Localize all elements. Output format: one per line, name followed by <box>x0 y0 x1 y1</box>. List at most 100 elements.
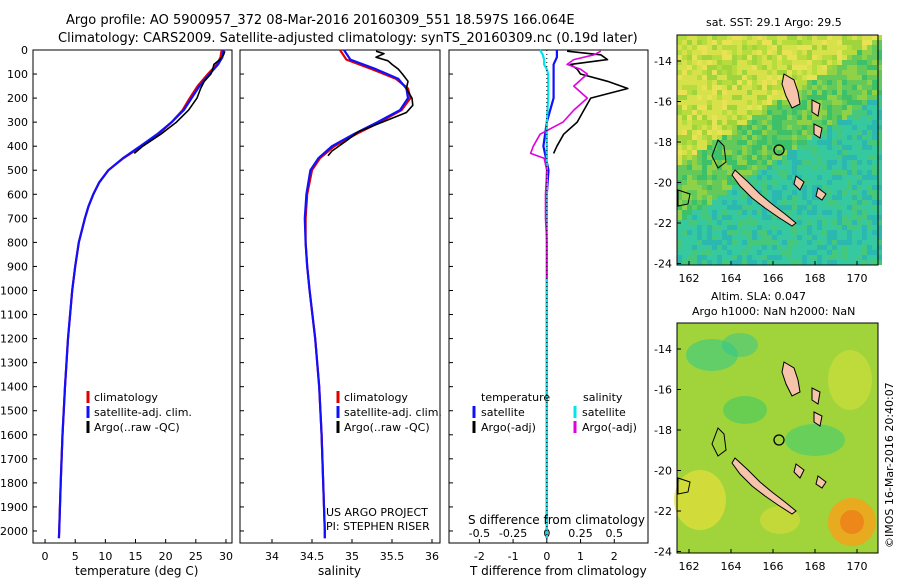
sst-map-cell <box>722 255 727 260</box>
sst-map-cell <box>687 165 692 170</box>
sst-map-cell <box>797 220 802 225</box>
sst-map-cell <box>802 75 807 80</box>
sst-map-cell <box>807 215 812 220</box>
sst-map-cell <box>717 170 722 175</box>
sst-map-cell <box>692 235 697 240</box>
sst-map-cell <box>782 115 787 120</box>
sst-map-cell <box>737 245 742 250</box>
sst-map-cell <box>737 70 742 75</box>
sst-map-cell <box>752 225 757 230</box>
sst-map-cell <box>767 55 772 60</box>
sst-map-cell <box>697 115 702 120</box>
sst-map-cell <box>807 170 812 175</box>
sst-map-cell <box>862 190 867 195</box>
sst-map-cell <box>702 160 707 165</box>
sst-map-cell <box>782 190 787 195</box>
sst-map-cell <box>812 90 817 95</box>
sst-map-cell <box>807 240 812 245</box>
sst-map-cell <box>697 240 702 245</box>
sst-map-cell <box>692 210 697 215</box>
sst-map-cell <box>777 155 782 160</box>
sst-map-cell <box>777 185 782 190</box>
sst-map-cell <box>712 125 717 130</box>
sst-map-cell <box>722 250 727 255</box>
sst-map-cell <box>842 220 847 225</box>
sst-map-cell <box>832 135 837 140</box>
sst-map-cell <box>777 70 782 75</box>
sst-map-cell <box>852 240 857 245</box>
sst-map-cell <box>832 255 837 260</box>
sst-map-cell <box>737 40 742 45</box>
sst-map-cell <box>782 60 787 65</box>
sst-map-cell <box>677 85 682 90</box>
sst-map-cell <box>737 250 742 255</box>
sst-map-cell <box>687 50 692 55</box>
sst-map-cell <box>722 110 727 115</box>
sst-map-cell <box>762 230 767 235</box>
sst-map-cell <box>872 75 877 80</box>
sst-map-cell <box>692 230 697 235</box>
sst-map-cell <box>762 35 767 40</box>
sst-map-cell <box>697 90 702 95</box>
sst-map-cell <box>822 65 827 70</box>
sst-map-cell <box>762 125 767 130</box>
sst-map-cell <box>872 250 877 255</box>
sst-map-cell <box>697 185 702 190</box>
sst-map-cell <box>802 50 807 55</box>
sst-map-cell <box>712 180 717 185</box>
sst-map-cell <box>762 80 767 85</box>
sst-map-cell <box>792 235 797 240</box>
sst-map-cell <box>837 150 842 155</box>
sst-map-cell <box>747 100 752 105</box>
sst-map-cell <box>792 140 797 145</box>
sst-map-cell <box>687 60 692 65</box>
sst-map-cell <box>692 40 697 45</box>
sst-map-cell <box>842 140 847 145</box>
sst-map-cell <box>857 195 862 200</box>
sst-map-cell <box>807 140 812 145</box>
sst-map-cell <box>757 155 762 160</box>
sst-map-cell <box>847 170 852 175</box>
sst-map-cell <box>742 200 747 205</box>
sst-map-cell <box>847 40 852 45</box>
sst-map-cell <box>772 135 777 140</box>
sst-map-cell <box>682 155 687 160</box>
sst-map-cell <box>877 145 882 150</box>
sst-map-cell <box>812 160 817 165</box>
sst-map-cell <box>827 115 832 120</box>
sst-map-cell <box>857 180 862 185</box>
depth-tick-label: 1500 <box>0 405 28 418</box>
sst-map-cell <box>692 60 697 65</box>
sst-map-cell <box>812 55 817 60</box>
sst-map-cell <box>867 135 872 140</box>
sst-map-cell <box>777 50 782 55</box>
sst-map-cell <box>862 90 867 95</box>
sst-map-cell <box>802 105 807 110</box>
sst-map-cell <box>877 185 882 190</box>
sst-map-cell <box>822 170 827 175</box>
sst-map-cell <box>737 55 742 60</box>
sst-map-cell <box>692 100 697 105</box>
sst-map-cell <box>797 60 802 65</box>
sst-map-cell <box>727 100 732 105</box>
sst-map-cell <box>692 65 697 70</box>
sst-map-cell <box>822 260 827 265</box>
sst-map-cell <box>867 245 872 250</box>
t-difference-xlabel: T difference from climatology <box>469 564 647 578</box>
sst-map-cell <box>782 35 787 40</box>
sst-map-cell <box>787 70 792 75</box>
sst-map-cell <box>737 220 742 225</box>
sst-map-cell <box>697 145 702 150</box>
sst-map-cell <box>787 110 792 115</box>
sst-map-cell <box>752 145 757 150</box>
sst-map-cell <box>722 80 727 85</box>
sst-map-cell <box>857 160 862 165</box>
sst-map-cell <box>692 250 697 255</box>
sst-map-cell <box>757 90 762 95</box>
sst-map-cell <box>832 160 837 165</box>
legend-title-temperature: temperature <box>481 391 550 404</box>
sst-map-cell <box>872 50 877 55</box>
sst-map-cell <box>857 145 862 150</box>
sst-map-cell <box>757 255 762 260</box>
sst-map-cell <box>847 75 852 80</box>
